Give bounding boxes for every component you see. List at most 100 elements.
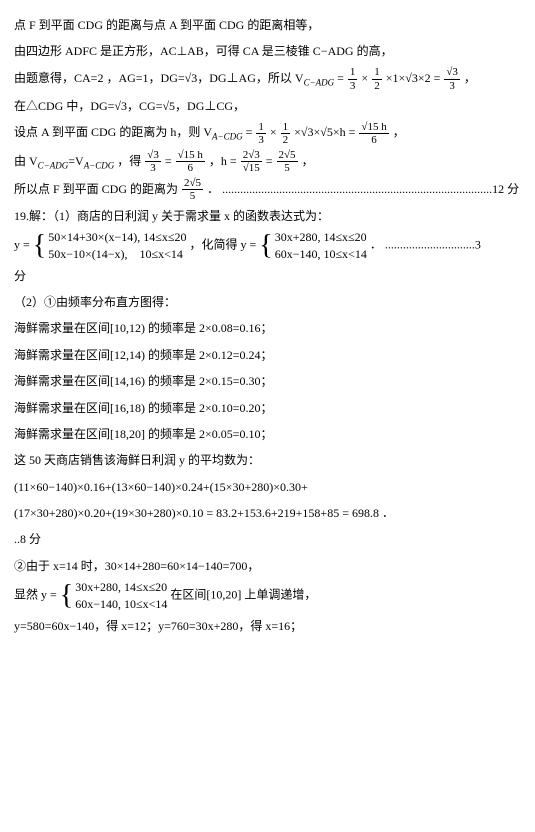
score-dots: ..............................3 [385, 238, 481, 252]
text: ，得 [114, 154, 144, 168]
cases: 30x+280, 14≤x≤20 60x−140, 10≤x<14 [75, 579, 167, 613]
text: 所以点 F 到平面 CDG 的距离为 [14, 182, 181, 196]
numer: 2√5 [182, 177, 203, 190]
subscript: C−ADG [38, 160, 69, 170]
text: 海鲜需求量在区间[18,20] 的频率是 2×0.05=0.10； [14, 427, 273, 441]
text: = [243, 125, 256, 139]
case-row: 50×14+30×(x−14), 14≤x≤20 [48, 229, 186, 246]
numer: 1 [281, 121, 291, 134]
text: 海鲜需求量在区间[16,18) 的频率是 2×0.10=0.20； [14, 401, 273, 415]
text-line: 点 F 到平面 CDG 的距离与点 A 到平面 CDG 的距离相等， [14, 12, 521, 38]
fraction: 2√3√15 [241, 149, 262, 174]
text-line: (17×30+280)×0.20+(19×30+280)×0.10 = 83.2… [14, 500, 521, 526]
text: ， [464, 71, 476, 85]
case-row: 30x+280, 14≤x≤20 [75, 579, 167, 596]
text-line: 19.解：（1）商店的日利润 y 关于需求量 x 的函数表达式为： [14, 203, 521, 229]
text: ×√3×√5×h = [294, 125, 358, 139]
text-line: y = { 50×14+30×(x−14), 14≤x≤20 50x−10×(1… [14, 229, 521, 263]
denom: 3 [444, 80, 460, 92]
text-line: 海鲜需求量在区间[10,12) 的频率是 2×0.08=0.16； [14, 315, 521, 341]
text: ， [393, 125, 405, 139]
text: 海鲜需求量在区间[10,12) 的频率是 2×0.08=0.16； [14, 321, 273, 335]
fraction: √33 [145, 149, 161, 174]
numer: 2√3 [241, 149, 262, 162]
text-line: 海鲜需求量在区间[12,14) 的频率是 2×0.12=0.24； [14, 342, 521, 368]
fraction: √33 [444, 66, 460, 91]
piecewise: { 30x+280, 14≤x≤20 60x−140, 10≤x<14 [259, 229, 367, 263]
case-row: 60x−140, 10≤x<14 [275, 246, 367, 263]
fraction: √15 h6 [176, 149, 205, 174]
subscript: A−CDG [84, 160, 115, 170]
numer: 1 [348, 66, 358, 79]
denom: 5 [277, 162, 298, 174]
fraction: 13 [256, 121, 266, 146]
text: ． [370, 238, 382, 252]
cases: 30x+280, 14≤x≤20 60x−140, 10≤x<14 [275, 229, 367, 263]
text: ×1×√3×2 = [386, 71, 444, 85]
text: 海鲜需求量在区间[12,14) 的频率是 2×0.12=0.24； [14, 348, 273, 362]
text: ，h = [209, 154, 240, 168]
text: 分 [14, 269, 26, 283]
text-line: 设点 A 到平面 CDG 的距离为 h，则 VA−CDG = 13 × 12 ×… [14, 119, 521, 147]
text-line: 显然 y = { 30x+280, 14≤x≤20 60x−140, 10≤x<… [14, 579, 521, 613]
text-line: 由四边形 ADFC 是正方形，AC⊥AB，可得 CA 是三棱锥 C−ADG 的高… [14, 38, 521, 64]
text: ..8 分 [14, 532, 41, 546]
text: 设点 A 到平面 CDG 的距离为 h，则 V [14, 125, 212, 139]
text-line: ..8 分 [14, 526, 521, 552]
text: ． [207, 182, 219, 196]
numer: √3 [145, 149, 161, 162]
text: 19.解：（1）商店的日利润 y 关于需求量 x 的函数表达式为： [14, 209, 329, 223]
piecewise: { 30x+280, 14≤x≤20 60x−140, 10≤x<14 [60, 579, 168, 613]
fraction: 13 [348, 66, 358, 91]
subscript: C−ADG [304, 77, 335, 87]
text: (11×60−140)×0.16+(13×60−140)×0.24+(15×30… [14, 480, 308, 494]
text-line: （2）①由频率分布直方图得： [14, 289, 521, 315]
score-dots: ........................................… [222, 182, 519, 196]
piecewise: { 50×14+30×(x−14), 14≤x≤20 50x−10×(14−x)… [33, 229, 187, 263]
text-line: 在△CDG 中，DG=√3，CG=√5，DG⊥CG， [14, 93, 521, 119]
numer: 1 [372, 66, 382, 79]
brace-icon: { [259, 232, 272, 260]
text-line: 由题意得，CA=2 ，AG=1，DG=√3，DG⊥AG，所以 VC−ADG = … [14, 65, 521, 93]
text-line: ②由于 x=14 时，30×14+280=60×14−140=700， [14, 553, 521, 579]
text: 点 F 到平面 CDG 的距离与点 A 到平面 CDG 的距离相等， [14, 18, 319, 32]
text-line: 由 VC−ADG=VA−CDG ，得 √33 = √15 h6 ，h = 2√3… [14, 148, 521, 176]
text: 由四边形 ADFC 是正方形，AC⊥AB，可得 CA 是三棱锥 C−ADG 的高… [14, 44, 393, 58]
text-line: 分 [14, 263, 521, 289]
text: 显然 y = [14, 588, 60, 602]
text-line: 这 50 天商店销售该海鲜日利润 y 的平均数为： [14, 447, 521, 473]
case-row: 30x+280, 14≤x≤20 [275, 229, 367, 246]
text: y=580=60x−140，得 x=12；y=760=30x+280，得 x=1… [14, 619, 302, 633]
text: 在△CDG 中，DG=√3，CG=√5，DG⊥CG， [14, 99, 245, 113]
denom: 6 [176, 162, 205, 174]
brace-icon: { [60, 582, 73, 610]
text: 海鲜需求量在区间[14,16) 的频率是 2×0.15=0.30； [14, 374, 273, 388]
denom: 3 [348, 80, 358, 92]
text: =V [68, 154, 83, 168]
subscript: A−CDG [212, 132, 243, 142]
text: 由 V [14, 154, 38, 168]
brace-icon: { [33, 232, 46, 260]
denom: 6 [359, 134, 388, 146]
text: ②由于 x=14 时，30×14+280=60×14−140=700， [14, 559, 259, 573]
text-line: 海鲜需求量在区间[14,16) 的频率是 2×0.15=0.30； [14, 368, 521, 394]
denom: 5 [182, 190, 203, 202]
text: y = [14, 238, 33, 252]
text: 由题意得，CA=2 ，AG=1，DG=√3，DG⊥AG，所以 V [14, 71, 304, 85]
fraction: 2√55 [277, 149, 298, 174]
numer: √3 [444, 66, 460, 79]
text: = [334, 71, 347, 85]
text: = [165, 154, 175, 168]
cases: 50×14+30×(x−14), 14≤x≤20 50x−10×(14−x), … [48, 229, 186, 263]
fraction: 12 [281, 121, 291, 146]
denom: 3 [256, 134, 266, 146]
denom: √15 [241, 162, 262, 174]
denom: 2 [281, 134, 291, 146]
text-line: (11×60−140)×0.16+(13×60−140)×0.24+(15×30… [14, 474, 521, 500]
text-line: 所以点 F 到平面 CDG 的距离为 2√55 ． ..............… [14, 176, 521, 203]
numer: √15 h [176, 149, 205, 162]
text: 在区间[10,20] 上单调递增， [170, 588, 316, 602]
text: (17×30+280)×0.20+(19×30+280)×0.10 = 83.2… [14, 506, 394, 520]
numer: 2√5 [277, 149, 298, 162]
case-row: 60x−140, 10≤x<14 [75, 596, 167, 613]
